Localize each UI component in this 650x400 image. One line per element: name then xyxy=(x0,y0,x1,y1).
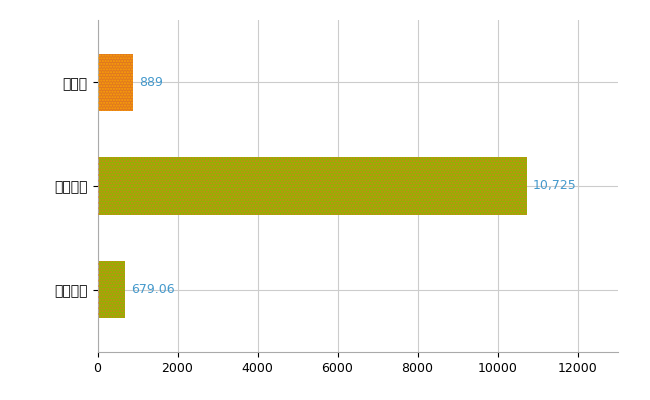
Text: 679.06: 679.06 xyxy=(131,283,174,296)
Text: 889: 889 xyxy=(139,76,163,89)
Bar xyxy=(98,158,526,214)
Bar xyxy=(98,261,125,318)
Text: 10,725: 10,725 xyxy=(532,180,577,192)
Bar xyxy=(98,54,133,111)
Bar xyxy=(98,158,526,214)
Bar xyxy=(98,54,133,111)
Bar xyxy=(98,261,125,318)
